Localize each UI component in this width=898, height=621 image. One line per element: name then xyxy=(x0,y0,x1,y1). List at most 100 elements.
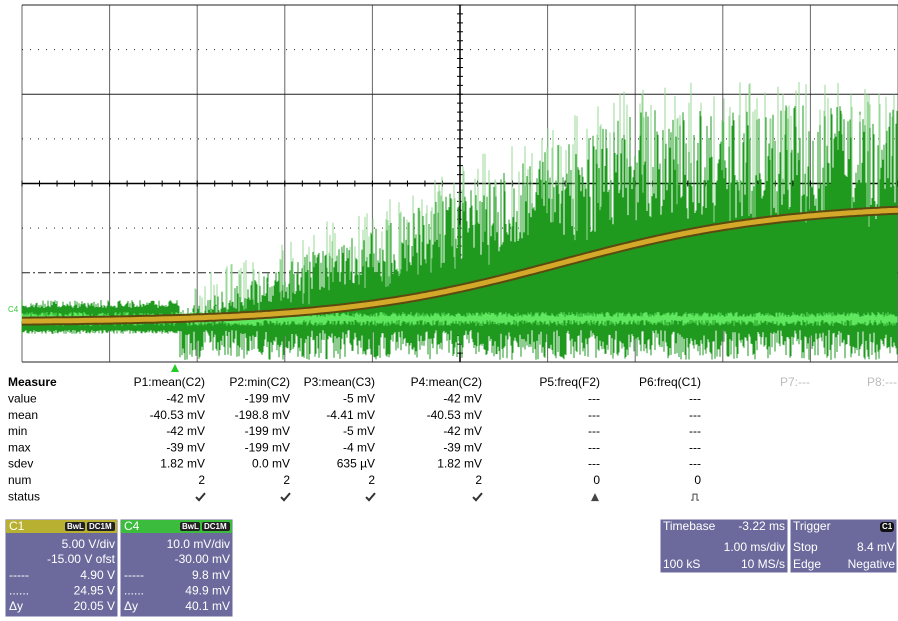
cursor-value: 24.95 V xyxy=(74,584,115,598)
trigger-box[interactable] xyxy=(789,518,898,574)
measure-header: P8:--- xyxy=(867,375,897,389)
trigger-marker xyxy=(171,364,179,372)
measure-cell: 0.0 mV xyxy=(252,457,290,471)
status-ok xyxy=(365,492,376,502)
measure-cell: -5 mV xyxy=(343,391,375,405)
status-ok xyxy=(280,492,291,502)
status-warn xyxy=(591,493,599,502)
measure-label: value xyxy=(8,391,37,405)
measure-header: P5:freq(F2) xyxy=(539,375,600,389)
measure-cell: --- xyxy=(689,424,701,438)
measure-cell: 1.82 mV xyxy=(437,457,482,471)
measure-cell: --- xyxy=(588,391,600,405)
channel-tag: DC1M xyxy=(204,522,227,531)
cursor-value: 20.05 V xyxy=(74,599,115,613)
measure-cell: -40.53 mV xyxy=(150,408,205,422)
tag-bg xyxy=(87,522,115,531)
measure-cell: --- xyxy=(588,408,600,422)
measure-header: P4:mean(C2) xyxy=(411,375,482,389)
trigger-src-bg xyxy=(880,522,894,532)
offset: -15.00 V ofst xyxy=(47,552,116,566)
measure-header: Measure xyxy=(8,375,57,389)
tag-bg xyxy=(180,522,200,531)
cursor-label: ----- xyxy=(9,568,29,582)
measure-header: P1:mean(C2) xyxy=(134,375,205,389)
timebase-div: 1.00 ms/div xyxy=(724,540,785,554)
measure-cell: --- xyxy=(588,457,600,471)
cursor-label: ...... xyxy=(9,584,29,598)
volts-div: 5.00 V/div xyxy=(62,537,115,551)
measure-header: P7:--- xyxy=(780,375,810,389)
channel-name: C1 xyxy=(9,519,25,533)
measure-label: num xyxy=(8,473,31,487)
status-pulse xyxy=(691,493,699,501)
cursor-value: 4.90 V xyxy=(80,568,115,582)
timebase-delay: -3.22 ms xyxy=(738,519,785,533)
channel-tag: DC1M xyxy=(89,522,112,531)
trace-c3 xyxy=(22,207,898,324)
measure-label: max xyxy=(8,440,31,454)
measure-cell: 0 xyxy=(694,473,701,487)
tag-bg xyxy=(65,522,85,531)
waveforms: C4 xyxy=(8,82,898,372)
measure-cell: --- xyxy=(689,440,701,454)
timebase-rate: 10 MS/s xyxy=(741,557,785,571)
offset: -30.00 mV xyxy=(175,552,230,566)
measure-label: mean xyxy=(8,408,38,422)
measure-cell: -39 mV xyxy=(443,440,482,454)
measure-cell: -199 mV xyxy=(245,391,290,405)
measure-header: P2:min(C2) xyxy=(229,375,290,389)
measure-cell: --- xyxy=(689,391,701,405)
measure-header: P6:freq(C1) xyxy=(639,375,701,389)
volts-div: 10.0 mV/div xyxy=(167,537,230,551)
measure-cell: -42 mV xyxy=(166,391,205,405)
measure-cell: --- xyxy=(689,408,701,422)
cursor-label: Δy xyxy=(124,599,138,613)
cursor-value: 49.9 mV xyxy=(185,584,230,598)
trigger-slope: Negative xyxy=(848,557,896,571)
trigger-type: Edge xyxy=(793,557,821,571)
measure-cell: 1.82 mV xyxy=(160,457,205,471)
measure-cell: 2 xyxy=(283,473,290,487)
cursor-label: ...... xyxy=(124,584,144,598)
cursor-value: 40.1 mV xyxy=(185,599,230,613)
channel-marker: C4 xyxy=(8,305,19,314)
measure-cell: 2 xyxy=(198,473,205,487)
measure-cell: -198.8 mV xyxy=(235,408,290,422)
cursor-label: ----- xyxy=(124,568,144,582)
timebase-label: Timebase xyxy=(663,519,716,533)
measure-cell: 2 xyxy=(475,473,482,487)
measure-cell: -42 mV xyxy=(166,424,205,438)
channel-box[interactable] xyxy=(4,518,119,618)
measure-cell: -42 mV xyxy=(443,424,482,438)
measure-cell: --- xyxy=(588,440,600,454)
measure-label: status xyxy=(8,489,40,503)
measure-cell: --- xyxy=(689,457,701,471)
channel-tag: BwL xyxy=(182,522,199,531)
trigger-source: C1 xyxy=(882,522,893,531)
measure-cell: -5 mV xyxy=(343,424,375,438)
measure-cell: -4 mV xyxy=(343,440,375,454)
trigger-mode: Stop xyxy=(793,540,818,554)
status-ok xyxy=(472,492,483,502)
channel-box[interactable] xyxy=(119,518,234,618)
measure-cell: -39 mV xyxy=(166,440,205,454)
measure-cell: -40.53 mV xyxy=(427,408,482,422)
measure-label: sdev xyxy=(8,457,33,471)
status-ok xyxy=(195,492,206,502)
trigger-level: 8.4 mV xyxy=(857,540,895,554)
timebase-samples: 100 kS xyxy=(663,557,700,571)
measure-cell: -4.41 mV xyxy=(326,408,375,422)
measure-cell: -199 mV xyxy=(245,424,290,438)
measure-cell: --- xyxy=(588,424,600,438)
channel-tag: BwL xyxy=(67,522,84,531)
cursor-value: 9.8 mV xyxy=(192,568,230,582)
trigger-label: Trigger xyxy=(793,519,831,533)
channel-name: C4 xyxy=(124,519,140,533)
readouts: Measure P1:mean(C2) P2:min(C2) P3:mean(C3) P… xyxy=(4,375,898,618)
measure-header: P3:mean(C3) xyxy=(304,375,375,389)
timebase-box[interactable] xyxy=(659,518,789,574)
tag-bg xyxy=(202,522,230,531)
measure-cell: -42 mV xyxy=(443,391,482,405)
